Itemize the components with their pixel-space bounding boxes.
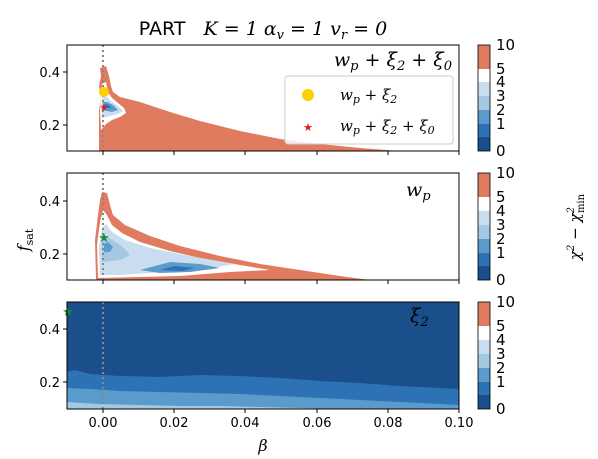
- cbar-tick: 4: [496, 73, 506, 91]
- cbar-tick: 5: [496, 60, 506, 78]
- ytick-label: 0.4: [39, 195, 60, 210]
- legend-label-2: wp + ξ2 + ξ0: [340, 117, 435, 137]
- cbar-tick: 10: [496, 36, 515, 54]
- title-end: = 0: [347, 18, 387, 40]
- panel-label-2: wp: [406, 179, 431, 204]
- axes-frame-1: [66, 44, 460, 152]
- cbar-tick: 1: [496, 373, 506, 391]
- cbar-tick: 4: [496, 202, 506, 220]
- colorbar-label: χ2 − χ2min: [566, 193, 587, 261]
- contour-midlightblue-2: [102, 236, 130, 262]
- xtick-label: 0.08: [374, 416, 403, 431]
- title-sub-r: r: [341, 28, 348, 43]
- figure-title: PART K = 1 αv = 1 vr = 0: [139, 18, 387, 43]
- contour-midblue-2b: [104, 242, 113, 252]
- legend-marker-star: ★: [303, 121, 313, 134]
- marker-star-red-1: ★: [100, 103, 109, 114]
- marker-star-green-2: ★: [98, 231, 110, 246]
- legend-label-1: wp + ξ2: [340, 86, 397, 106]
- colorbar-3: 10 5 4 3 2 1 0: [477, 293, 515, 418]
- cbar-tick: 3: [496, 345, 506, 363]
- ytick-label: 0.2: [39, 119, 60, 134]
- colorbar-2: 10 5 4 3 2 1 0 χ2 − χ2min: [477, 164, 587, 289]
- xtick-label: 0.02: [160, 416, 189, 431]
- contour-blue-2: [160, 266, 195, 271]
- axes-frame-3: [66, 301, 460, 410]
- xtick-label: 0.06: [303, 416, 332, 431]
- panel-3: ★ 0.4 0.2 0.00 0.02 0.04 0.06 0.08 0.10 …: [39, 301, 474, 455]
- cbar-tick: 3: [496, 216, 506, 234]
- cbar-tick: 1: [496, 115, 506, 133]
- cbar-tick: 5: [496, 188, 506, 206]
- cbar-tick: 3: [496, 87, 506, 105]
- cbar-tick: 2: [496, 230, 506, 248]
- cbar-tick: 0: [496, 400, 506, 418]
- cbar-tick: 2: [496, 101, 506, 119]
- ytick-label: 0.4: [39, 66, 60, 81]
- panel-2-contours: [95, 192, 370, 280]
- cbar-tick: 4: [496, 331, 506, 349]
- title-eq: = 1 v: [284, 18, 341, 40]
- contour-salmon-1: [99, 66, 400, 151]
- contour-midblue-3: [67, 388, 459, 409]
- ylabel-fsat: fsat: [14, 228, 36, 252]
- legend-marker-circle: [302, 89, 314, 101]
- axes-frame-2: [66, 172, 460, 281]
- xticks-3: [102, 409, 460, 413]
- marker-star-green-3: ★: [62, 305, 74, 320]
- ytick-label: 0.2: [39, 248, 60, 263]
- contour-darkblue-1: [104, 104, 111, 108]
- panel-2: ★ 0.4 0.2 wp fsat: [14, 172, 460, 284]
- title-params: K = 1 α: [203, 18, 277, 40]
- cbar-tick: 10: [496, 164, 515, 182]
- title-sub-v: v: [277, 28, 285, 43]
- xticks-2: [102, 280, 460, 284]
- xticks-1: [102, 151, 460, 155]
- xtick-label: 0.00: [89, 416, 118, 431]
- colorbar-1: 10 5 4 3 2 1 0: [477, 36, 515, 160]
- contour-midlightblue-3: [67, 402, 340, 409]
- cbar-tick: 10: [496, 293, 515, 311]
- cbar-tick: 0: [496, 142, 506, 160]
- panel-1: ★ 0.4 0.2 wp + ξ2 + ξ0 wp + ξ2 ★ wp + ξ2…: [39, 44, 460, 155]
- xtick-label: 0.04: [231, 416, 260, 431]
- cbar-tick: 2: [496, 359, 506, 377]
- panel-label-1: wp + ξ2 + ξ0: [334, 49, 452, 74]
- panel-3-contours: [67, 302, 459, 409]
- contour-lightblue-2: [99, 224, 235, 275]
- cbar-tick: 1: [496, 244, 506, 262]
- legend-box: [284, 75, 454, 145]
- ytick-label: 0.2: [39, 376, 60, 391]
- marker-circle-gold-1: [99, 87, 109, 97]
- legend: wp + ξ2 ★ wp + ξ2 + ξ0: [284, 75, 454, 145]
- xtick-label: 0.10: [445, 416, 474, 431]
- ytick-label: 0.4: [39, 323, 60, 338]
- cbar-tick: 5: [496, 317, 506, 335]
- cbar-tick: 0: [496, 271, 506, 289]
- xlabel-beta: β: [257, 436, 267, 455]
- title-prefix: PART: [139, 18, 186, 40]
